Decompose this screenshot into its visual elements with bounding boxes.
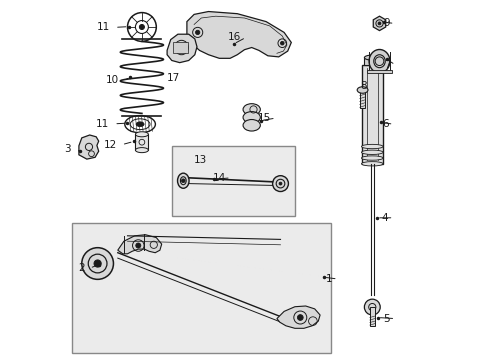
Ellipse shape	[178, 44, 184, 51]
Ellipse shape	[177, 173, 189, 188]
Ellipse shape	[243, 104, 260, 115]
Polygon shape	[79, 135, 99, 159]
Text: 8: 8	[360, 81, 366, 91]
Text: 11: 11	[97, 22, 110, 32]
Ellipse shape	[361, 156, 382, 160]
Polygon shape	[118, 235, 162, 254]
Ellipse shape	[243, 120, 260, 131]
Text: 7: 7	[383, 60, 389, 70]
Circle shape	[181, 179, 185, 183]
Circle shape	[297, 315, 303, 320]
Bar	[366, 70, 392, 73]
Bar	[173, 42, 187, 53]
Ellipse shape	[368, 49, 389, 73]
Bar	[359, 90, 365, 108]
Text: 11: 11	[96, 119, 109, 129]
Bar	[369, 307, 374, 326]
Ellipse shape	[361, 162, 382, 166]
Text: 15: 15	[257, 113, 270, 123]
Ellipse shape	[364, 55, 380, 60]
Circle shape	[81, 248, 113, 279]
Polygon shape	[372, 16, 385, 31]
Circle shape	[94, 260, 101, 267]
Bar	[72, 223, 330, 353]
Ellipse shape	[361, 150, 382, 154]
Circle shape	[195, 30, 200, 35]
Circle shape	[374, 57, 383, 66]
Circle shape	[272, 176, 288, 192]
Bar	[361, 65, 382, 164]
Circle shape	[279, 182, 282, 185]
Text: 5: 5	[383, 314, 389, 324]
Circle shape	[136, 243, 141, 248]
Bar	[135, 134, 148, 150]
Ellipse shape	[356, 87, 367, 93]
Text: 10: 10	[106, 75, 119, 85]
Bar	[364, 58, 380, 65]
Text: 12: 12	[103, 140, 117, 150]
Polygon shape	[186, 12, 291, 58]
Text: 14: 14	[212, 173, 225, 183]
Text: 9: 9	[382, 18, 389, 28]
Text: 2: 2	[78, 263, 84, 273]
Circle shape	[139, 24, 144, 30]
Polygon shape	[167, 34, 197, 63]
Ellipse shape	[361, 144, 382, 149]
Text: 13: 13	[193, 155, 206, 165]
Circle shape	[377, 22, 380, 25]
Circle shape	[280, 41, 284, 45]
Ellipse shape	[135, 132, 148, 137]
Text: 3: 3	[64, 144, 71, 154]
Bar	[172, 146, 294, 216]
Text: 6: 6	[381, 119, 387, 129]
Text: 1: 1	[325, 274, 332, 284]
Text: 4: 4	[381, 213, 387, 223]
Ellipse shape	[135, 148, 148, 153]
Ellipse shape	[136, 122, 144, 126]
Circle shape	[364, 299, 380, 315]
Ellipse shape	[243, 112, 260, 123]
Text: 16: 16	[227, 32, 241, 42]
Text: 17: 17	[167, 73, 180, 83]
Polygon shape	[276, 306, 320, 328]
